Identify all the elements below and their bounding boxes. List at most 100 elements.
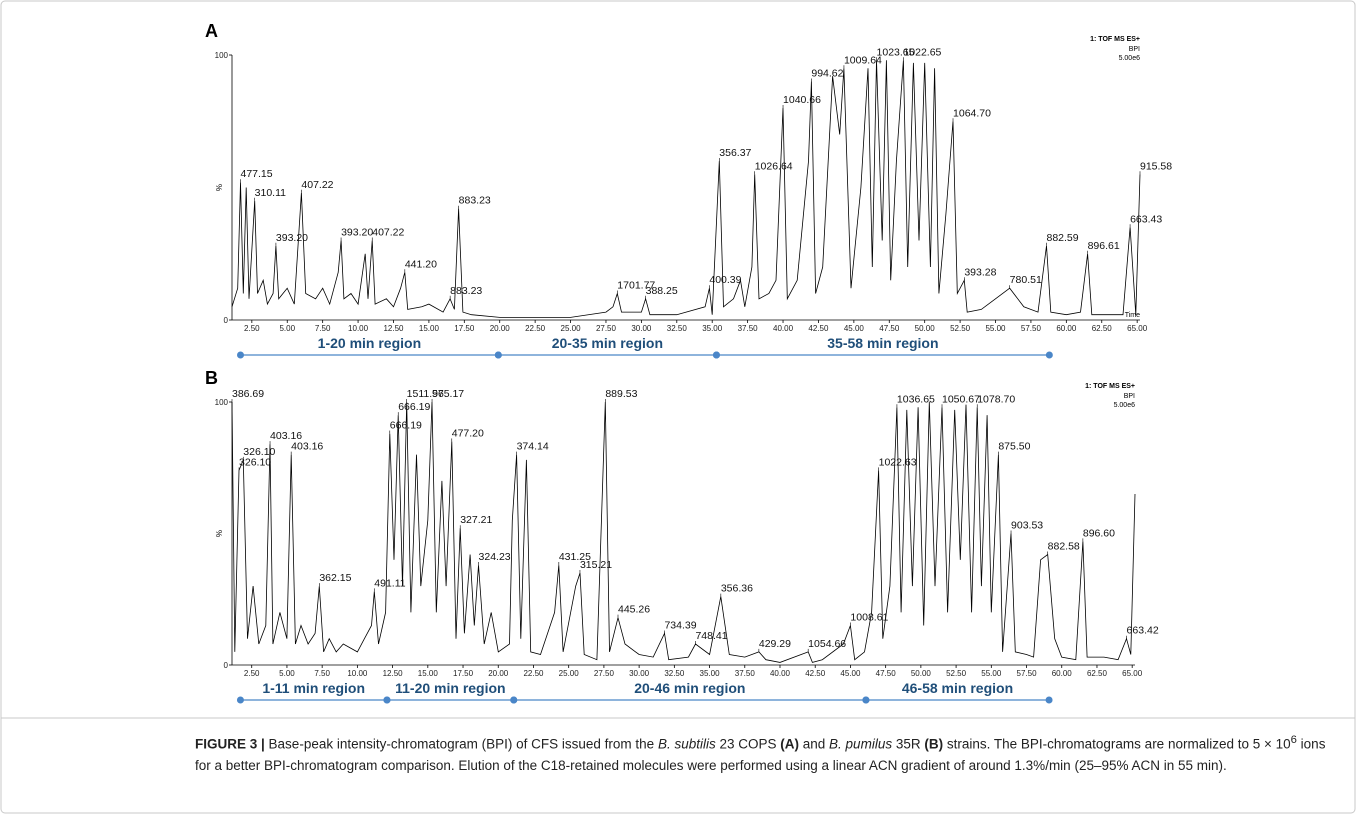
peak-label: 327.21 [460, 514, 492, 526]
peak-label: 326.10 [239, 456, 271, 468]
peak-label: 403.16 [270, 430, 302, 442]
peak-label: 903.53 [1011, 520, 1043, 532]
x-tick-label: 20.00 [488, 669, 509, 678]
x-tick-label: 10.00 [347, 669, 368, 678]
peak-label: 403.16 [291, 441, 323, 453]
x-tick-label: 25.00 [559, 669, 580, 678]
peak-label: 400.39 [709, 274, 741, 286]
region-start [383, 696, 391, 704]
peak-label: 1022.65 [903, 46, 941, 58]
x-tick-label: 50.00 [915, 324, 936, 333]
region-end [1045, 351, 1053, 359]
x-tick-label: 25.00 [561, 324, 582, 333]
x-tick-label: 60.00 [1056, 324, 1077, 333]
x-tick-label: 30.00 [629, 669, 650, 678]
region-label: 11-20 min region [395, 680, 505, 696]
region-end [1045, 696, 1053, 704]
x-tick-label: 55.00 [985, 324, 1006, 333]
peak-label: 882.58 [1048, 541, 1080, 553]
region-start [236, 351, 244, 359]
peak-label: 896.60 [1083, 527, 1115, 539]
y-axis-label: % [215, 530, 224, 537]
x-tick-label: 62.50 [1092, 324, 1113, 333]
region-label: 1-11 min region [262, 680, 365, 696]
y-tick-label: 0 [224, 661, 229, 670]
x-tick-label: 17.50 [454, 324, 475, 333]
peak-label: 882.59 [1047, 232, 1079, 244]
x-tick-label: 37.50 [738, 324, 759, 333]
x-tick-label: 42.50 [805, 669, 826, 678]
region-label: 20-35 min region [552, 335, 663, 351]
x-tick-label: 40.00 [773, 324, 794, 333]
peak-label: 407.22 [372, 227, 404, 239]
y-tick-label: 0 [224, 316, 229, 325]
scale-label: 5.00e6 [1114, 402, 1136, 409]
peak-label: 407.22 [301, 179, 333, 191]
caption-text: 23 COPS [715, 736, 781, 752]
peak-label: 575.17 [432, 388, 464, 400]
peak-label: 393.28 [964, 266, 996, 278]
x-tick-label: 20.00 [490, 324, 511, 333]
peak-label: 875.50 [998, 441, 1030, 453]
region-label: 46-58 min region [902, 680, 1013, 696]
peak-label: 1511.96 [407, 388, 444, 400]
peak-label: 477.15 [240, 168, 272, 180]
caption-italic: B. subtilis [657, 736, 716, 752]
x-tick-label: 65.00 [1122, 669, 1143, 678]
peak-label: 1701.77 [617, 280, 655, 292]
caption-label: FIGURE 3 | [195, 736, 265, 752]
x-tick-label: 27.50 [594, 669, 615, 678]
peak-label: 994.62 [811, 68, 843, 80]
caption-text: 35R [892, 736, 925, 752]
peak-label: 324.23 [479, 551, 511, 563]
peak-label: 374.14 [517, 441, 549, 453]
x-tick-label: 15.00 [418, 669, 439, 678]
peak-label: 666.19 [390, 420, 422, 432]
peak-label: 326.10 [243, 446, 275, 458]
peak-label: 748.41 [695, 630, 727, 642]
instrument-label: 1: TOF MS ES+ [1090, 36, 1140, 43]
peak-label: 1022.63 [879, 456, 917, 468]
y-tick-label: 100 [215, 398, 229, 407]
x-tick-label: 5.00 [279, 324, 295, 333]
peak-label: 915.58 [1140, 160, 1172, 172]
x-tick-label: 52.50 [950, 324, 971, 333]
signal-label: BPI [1124, 393, 1135, 400]
peak-label: 388.25 [646, 285, 678, 297]
scale-label: 5.00e6 [1119, 55, 1141, 62]
peak-label: 356.36 [721, 583, 753, 595]
caption: FIGURE 3 | Base-peak intensity-chromatog… [195, 730, 1335, 776]
peak-label: 393.20 [276, 232, 308, 244]
x-tick-label: 65.00 [1127, 324, 1148, 333]
x-tick-label: 30.00 [631, 324, 652, 333]
x-tick-label: 7.50 [314, 669, 330, 678]
x-tick-label: 7.50 [315, 324, 331, 333]
peak-label: 883.23 [459, 195, 491, 207]
peak-label: 429.29 [759, 638, 791, 650]
x-tick-label: 37.50 [735, 669, 756, 678]
x-tick-label: 5.00 [279, 669, 295, 678]
peak-label: 896.61 [1088, 240, 1120, 252]
instrument-label: 1: TOF MS ES+ [1085, 383, 1135, 390]
x-tick-label: 35.00 [702, 324, 723, 333]
x-tick-label: 22.50 [523, 669, 544, 678]
x-tick-label: 52.50 [946, 669, 967, 678]
x-tick-label: 35.00 [700, 669, 721, 678]
peak-label: 1050.67 [942, 393, 980, 405]
x-tick-label: 60.00 [1052, 669, 1073, 678]
x-tick-label: 62.50 [1087, 669, 1108, 678]
x-tick-label: 45.00 [844, 324, 865, 333]
x-tick-label: 57.50 [1021, 324, 1042, 333]
peak-label: 889.53 [605, 388, 637, 400]
chromatogram-trace [231, 401, 1136, 663]
x-tick-label: 50.00 [911, 669, 932, 678]
y-tick-label: 100 [215, 51, 229, 60]
x-tick-label: 22.50 [525, 324, 546, 333]
caption-bold: (A) [780, 736, 800, 752]
x-tick-label: 10.00 [348, 324, 369, 333]
y-axis-label: % [215, 184, 224, 191]
caption-bold: (B) [924, 736, 944, 752]
x-tick-label: 12.50 [383, 324, 404, 333]
panel-label: B [205, 368, 218, 388]
